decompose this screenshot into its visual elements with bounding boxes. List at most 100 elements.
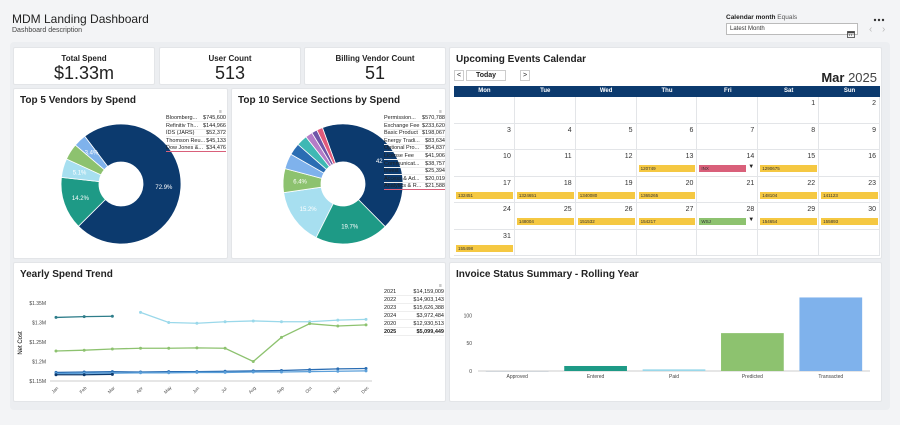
calendar-day-cell[interactable]: 13 <box>636 150 698 177</box>
calendar-event[interactable]: 1340080 <box>577 191 635 199</box>
series-line[interactable] <box>55 370 367 375</box>
calendar-day-cell[interactable]: 22 <box>758 176 820 203</box>
bar[interactable] <box>721 333 784 371</box>
calendar-event[interactable]: 155498 <box>456 244 513 252</box>
calendar-day-cell[interactable] <box>575 229 637 256</box>
calendar-day-cell[interactable] <box>514 229 576 256</box>
calendar-event[interactable]: 132451 <box>456 191 513 199</box>
calendar-day-cell[interactable] <box>636 229 698 256</box>
calendar-day-cell[interactable]: 2 <box>819 97 880 124</box>
calendar-event[interactable]: 148104 <box>760 191 818 199</box>
series-point[interactable] <box>195 346 199 350</box>
bar[interactable] <box>564 365 627 371</box>
series-point[interactable] <box>54 315 58 319</box>
legend-item[interactable]: 2023 $15,626,388 <box>384 305 444 312</box>
legend-item[interactable]: 2020 $12,930,513 <box>384 321 444 328</box>
services-pie-slice[interactable] <box>321 123 404 228</box>
calendar-event[interactable]: 151532 <box>577 218 635 225</box>
calendar-day-cell[interactable]: 10 <box>454 150 515 177</box>
calendar-day-cell[interactable]: 8 <box>758 123 820 150</box>
series-point[interactable] <box>223 346 227 350</box>
legend-item[interactable]: License Fee $41,906 <box>384 153 445 160</box>
series-point[interactable] <box>251 360 255 363</box>
calendar-day-cell[interactable] <box>697 229 759 256</box>
calendar-day-cell[interactable]: 6 <box>636 123 698 150</box>
series-point[interactable] <box>336 318 340 322</box>
calendar-next-button[interactable]: > <box>520 70 530 81</box>
series-point[interactable] <box>279 370 283 374</box>
calendar-event[interactable]: 1324651 <box>516 191 574 199</box>
calendar-day-cell[interactable]: 26 <box>575 203 637 230</box>
calendar-day-cell[interactable]: 19 <box>575 176 637 203</box>
event-more-icon[interactable]: ▼ <box>748 217 755 223</box>
series-point[interactable] <box>139 371 143 375</box>
series-point[interactable] <box>110 314 114 318</box>
legend-item[interactable]: Exchange Fee $233,620 <box>384 123 445 130</box>
calendar-event[interactable]: 154217 <box>638 218 696 225</box>
calendar-day-cell[interactable]: 18 <box>514 176 576 203</box>
series-point[interactable] <box>336 369 340 373</box>
calendar-event[interactable]: WSJ <box>699 218 747 225</box>
series-point[interactable] <box>167 346 171 350</box>
series-point[interactable] <box>251 319 255 323</box>
calendar-day-cell[interactable]: 1 <box>758 97 820 124</box>
calendar-day-cell[interactable] <box>636 97 698 124</box>
legend-item[interactable]: 2024 $3,972,484 <box>384 313 444 320</box>
series-point[interactable] <box>167 321 171 324</box>
calendar-day-cell[interactable]: 17 <box>454 176 515 203</box>
calendar-event[interactable]: 154654 <box>760 218 818 225</box>
calendar-day-cell[interactable] <box>514 97 576 124</box>
calendar-event[interactable]: 155893 <box>821 218 878 225</box>
calendar-day-cell[interactable]: 7 <box>697 123 759 150</box>
series-point[interactable] <box>364 369 368 373</box>
legend-item[interactable]: Basic Product $198,067 <box>384 130 445 138</box>
calendar-event[interactable]: INX <box>699 165 747 172</box>
series-point[interactable] <box>308 370 312 374</box>
calendar-day-cell[interactable]: 11 <box>514 150 576 177</box>
series-point[interactable] <box>82 373 86 377</box>
calendar-event[interactable]: 141123 <box>821 191 878 199</box>
nav-prev-icon[interactable]: ‹ <box>869 24 873 35</box>
calendar-today-button[interactable]: Today <box>466 70 506 81</box>
calendar-day-cell[interactable]: 24 <box>454 203 515 230</box>
series-point[interactable] <box>364 317 368 321</box>
filter-select[interactable]: Latest Month <box>726 23 858 38</box>
legend-item[interactable]: Access & Ad... $20,019 <box>384 176 445 183</box>
legend-item[interactable]: Optional Pro... $54,837 <box>384 145 445 153</box>
series-point[interactable] <box>336 367 340 371</box>
calendar-day-cell[interactable]: 12 <box>575 150 637 177</box>
series-point[interactable] <box>54 373 58 377</box>
series-point[interactable] <box>308 322 312 326</box>
calendar-day-cell[interactable]: 27 <box>636 203 698 230</box>
calendar-day-cell[interactable]: 16 <box>819 150 880 177</box>
series-point[interactable] <box>251 370 255 374</box>
legend-item[interactable]: Dow Jones &... $34,476 <box>166 145 226 153</box>
calendar-event[interactable]: 148004 <box>516 218 574 225</box>
legend-item[interactable]: 2022 $14,903,143 <box>384 297 444 304</box>
calendar-day-cell[interactable]: 29 <box>758 203 820 230</box>
series-point[interactable] <box>167 371 171 375</box>
nav-next-icon[interactable]: › <box>882 24 886 35</box>
calendar-event[interactable]: 120749 <box>638 165 696 172</box>
series-point[interactable] <box>82 348 86 352</box>
legend-item[interactable]: 2021 $14,159,009 <box>384 289 444 296</box>
calendar-day-cell[interactable]: 4 <box>514 123 576 150</box>
calendar-day-cell[interactable]: 14 <box>697 150 759 177</box>
vendors-legend-menu-icon[interactable]: ≡ <box>219 109 222 115</box>
bar[interactable] <box>799 297 863 371</box>
series-point[interactable] <box>54 349 58 353</box>
legend-item[interactable]: Bloomberg... $745,600 <box>166 115 226 122</box>
calendar-day-cell[interactable] <box>819 229 880 256</box>
trend-legend-menu-icon[interactable]: ≡ <box>439 283 442 289</box>
vendors-pie-slice[interactable] <box>77 123 182 245</box>
series-point[interactable] <box>82 315 86 319</box>
series-point[interactable] <box>223 370 227 374</box>
legend-item[interactable]: Energy Tradi... $83,634 <box>384 138 445 145</box>
calendar-icon[interactable] <box>847 25 855 38</box>
legend-item[interactable]: Communicat... $38,757 <box>384 161 445 168</box>
more-icon[interactable] <box>873 10 885 22</box>
legend-item[interactable]: 2025 $5,099,449 <box>384 329 444 336</box>
bar[interactable] <box>642 369 706 371</box>
calendar-event[interactable]: 1290675 <box>760 165 818 172</box>
calendar-day-cell[interactable]: 5 <box>575 123 637 150</box>
